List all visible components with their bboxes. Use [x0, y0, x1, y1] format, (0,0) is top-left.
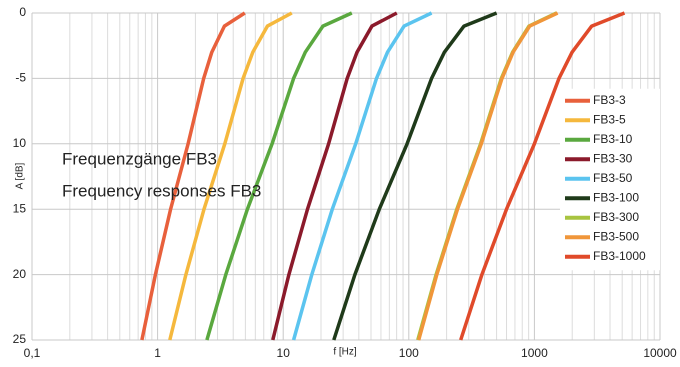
y-tick-label: 25: [13, 332, 27, 346]
y-tick-label: 10: [13, 136, 27, 150]
y-tick-label: 20: [13, 267, 27, 281]
legend-label: FB3-100: [593, 190, 639, 204]
annotation: Frequency responses FB3: [62, 181, 261, 200]
legend-label: FB3-10: [593, 132, 633, 146]
x-tick-label: 100: [399, 346, 419, 360]
legend-label: FB3-1000: [593, 249, 646, 263]
series-line: [168, 11, 293, 341]
series-line: [417, 11, 559, 341]
x-tick-label: 10: [277, 346, 291, 360]
y-tick-label: 15: [13, 201, 27, 215]
legend-label: FB3-300: [593, 210, 639, 224]
x-tick-label: 0,1: [24, 346, 41, 360]
legend-label: FB3-50: [593, 171, 633, 185]
x-tick-label: 10000: [643, 346, 677, 360]
annotation: Frequenzgänge FB3: [62, 149, 217, 168]
legend-label: FB3-3: [593, 93, 626, 107]
series-line: [140, 11, 246, 341]
x-tick-label: 1000: [521, 346, 548, 360]
legend-label: FB3-5: [593, 112, 626, 126]
y-tick-label: -5: [15, 71, 26, 85]
y-axis-label: A [dB]: [15, 162, 26, 189]
series-line: [459, 11, 626, 341]
x-axis-label: f [Hz]: [333, 347, 357, 358]
x-tick-label: 1: [154, 346, 161, 360]
series-line: [205, 11, 353, 341]
series-line: [271, 11, 398, 341]
legend-label: FB3-30: [593, 151, 633, 165]
legend-label: FB3-500: [593, 229, 639, 243]
series-line: [332, 11, 498, 341]
y-tick-label: 0: [19, 5, 26, 19]
series-line: [291, 11, 433, 341]
